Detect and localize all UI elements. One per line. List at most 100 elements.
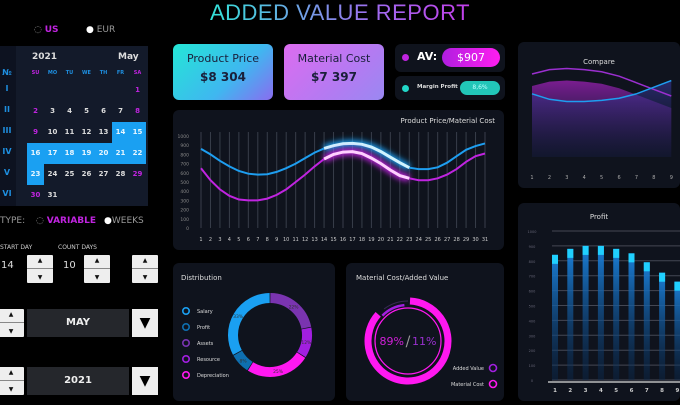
calendar-day[interactable]: 24: [47, 170, 58, 178]
added-value-percent: 11%: [412, 335, 436, 348]
type-label: TYPE:: [0, 216, 26, 226]
month-select[interactable]: MAY: [27, 309, 129, 337]
weekday-header: FR: [116, 70, 125, 76]
week-number: VI: [2, 189, 12, 198]
profit-bar: [552, 254, 558, 380]
calendar-day[interactable]: 5: [84, 107, 89, 115]
x-tick-label: 1: [530, 175, 533, 181]
calendar-day[interactable]: 3: [50, 107, 55, 115]
calendar-day[interactable]: 19: [78, 143, 95, 164]
calendar-day[interactable]: 8: [135, 107, 140, 115]
year-select[interactable]: 2021: [27, 367, 129, 395]
x-tick-label: 23: [406, 237, 412, 243]
calendar-day[interactable]: 9: [33, 128, 38, 136]
extra-spinner[interactable]: [132, 255, 158, 283]
calendar-day[interactable]: 23: [27, 164, 44, 185]
x-tick-label: 6: [247, 237, 250, 243]
calendar-day[interactable]: 15: [129, 122, 146, 143]
calendar-day[interactable]: 17: [44, 143, 61, 164]
calendar-day[interactable]: 12: [81, 128, 92, 136]
x-tick-label: 7: [635, 175, 638, 181]
calendar-day[interactable]: 26: [81, 170, 92, 178]
profit-bar-cap: [643, 262, 650, 272]
calendar-day[interactable]: 4: [67, 107, 72, 115]
currency-radio-eur[interactable]: ● EUR: [86, 25, 116, 35]
x-tick-label: 14: [321, 237, 327, 243]
x-tick-label: 2: [548, 175, 551, 181]
profit-bar: [613, 248, 620, 380]
y-tick-label: 500: [180, 180, 189, 186]
currency-radio-us[interactable]: ◌ US: [34, 25, 59, 35]
calendar-day[interactable]: 30: [30, 191, 41, 199]
y-tick-label: 1000: [178, 134, 190, 140]
x-tick-label: 5: [614, 388, 618, 394]
compare-chart: Compare 1 2 3 4 5 6 7 8 9: [530, 58, 672, 181]
y-tick-label: 600: [529, 290, 536, 294]
weekday-header: SA: [133, 70, 142, 76]
calendar-day[interactable]: 16: [27, 143, 44, 164]
count-days-label: COUNT DAYS: [58, 244, 97, 251]
weekday-header: TH: [99, 70, 108, 76]
calendar-day[interactable]: 31: [47, 191, 58, 199]
x-tick-label: 3: [584, 388, 588, 394]
calendar-day[interactable]: 2: [33, 107, 38, 115]
x-tick-label: 24: [416, 237, 422, 243]
x-tick-label: 30: [472, 237, 478, 243]
donut-slice: [228, 293, 270, 355]
legend-ring-icon: [182, 339, 191, 348]
calendar-day[interactable]: 22: [129, 143, 146, 164]
weekday-header: WE: [82, 70, 91, 76]
area-fill: [532, 80, 672, 157]
profit-bar: [643, 262, 650, 380]
legend-ring-icon: [182, 355, 191, 364]
chart-title: Product Price/Material Cost: [401, 117, 496, 125]
type-radio-variable[interactable]: ◌ VARIABLE: [36, 216, 97, 226]
month-spinner[interactable]: [0, 309, 24, 337]
legend-ring-icon: [182, 322, 191, 331]
year-dropdown-button[interactable]: ▼: [132, 367, 158, 395]
x-tick-label: 12: [302, 237, 308, 243]
line-chart-panel: Product Price/Material Cost 1 2 3 4 5 6 7 8 9 10 11…: [173, 110, 504, 250]
month-dropdown-button[interactable]: ▼: [132, 309, 158, 337]
calendar-day[interactable]: 21: [112, 143, 129, 164]
calendar-day[interactable]: 10: [47, 128, 58, 136]
calendar-day[interactable]: 7: [118, 107, 123, 115]
count-days-spinner[interactable]: [84, 255, 110, 283]
ring-track: [383, 300, 409, 310]
calendar-day[interactable]: 20: [95, 143, 112, 164]
calendar-day[interactable]: 27: [98, 170, 109, 178]
x-tick-label: 1: [199, 237, 202, 243]
legend-ring-icon: [182, 371, 191, 380]
calendar-day[interactable]: 18: [61, 143, 78, 164]
y-tick-label: 600: [180, 171, 189, 177]
calendar-day[interactable]: 6: [101, 107, 106, 115]
profit-chart: Profit 0 100 200 300 400 500 600 700 800 900 1000 1 2…: [528, 213, 680, 394]
count-days-value: 10: [63, 260, 76, 271]
week-number: II: [4, 105, 10, 114]
legend-ring-icon: [182, 306, 191, 315]
year-spinner[interactable]: [0, 367, 24, 395]
calendar-day[interactable]: 29: [132, 170, 143, 178]
mc-av-chart: Material Cost/Added Value 89%/11% Added Va…: [356, 274, 498, 389]
calendar-day[interactable]: 1: [135, 86, 140, 94]
legend-label: Resource: [197, 357, 220, 363]
x-tick-label: 10: [283, 237, 289, 243]
x-tick-label: 19: [368, 237, 374, 243]
x-tick-label: 21: [387, 237, 393, 243]
calendar-day[interactable]: 14: [112, 122, 129, 143]
start-day-spinner[interactable]: [27, 255, 53, 283]
kpi-material-cost: Material Cost $7 397: [284, 44, 384, 100]
week-number: V: [3, 168, 11, 177]
calendar-day[interactable]: 13: [98, 128, 109, 136]
calendar-day[interactable]: 25: [64, 170, 75, 178]
series-highlight: [323, 150, 410, 180]
distribution-chart: Distribution Salary Profit Assets Resource De…: [181, 274, 312, 380]
calendar-day[interactable]: 11: [64, 128, 75, 136]
week-number: IV: [2, 147, 12, 156]
y-tick-label: 500: [529, 305, 536, 309]
x-tick-label: 4: [599, 388, 603, 394]
type-radio-weeks[interactable]: ●WEEKS: [104, 216, 144, 226]
x-tick-label: 5: [600, 175, 603, 181]
calendar-day[interactable]: 28: [115, 170, 126, 178]
